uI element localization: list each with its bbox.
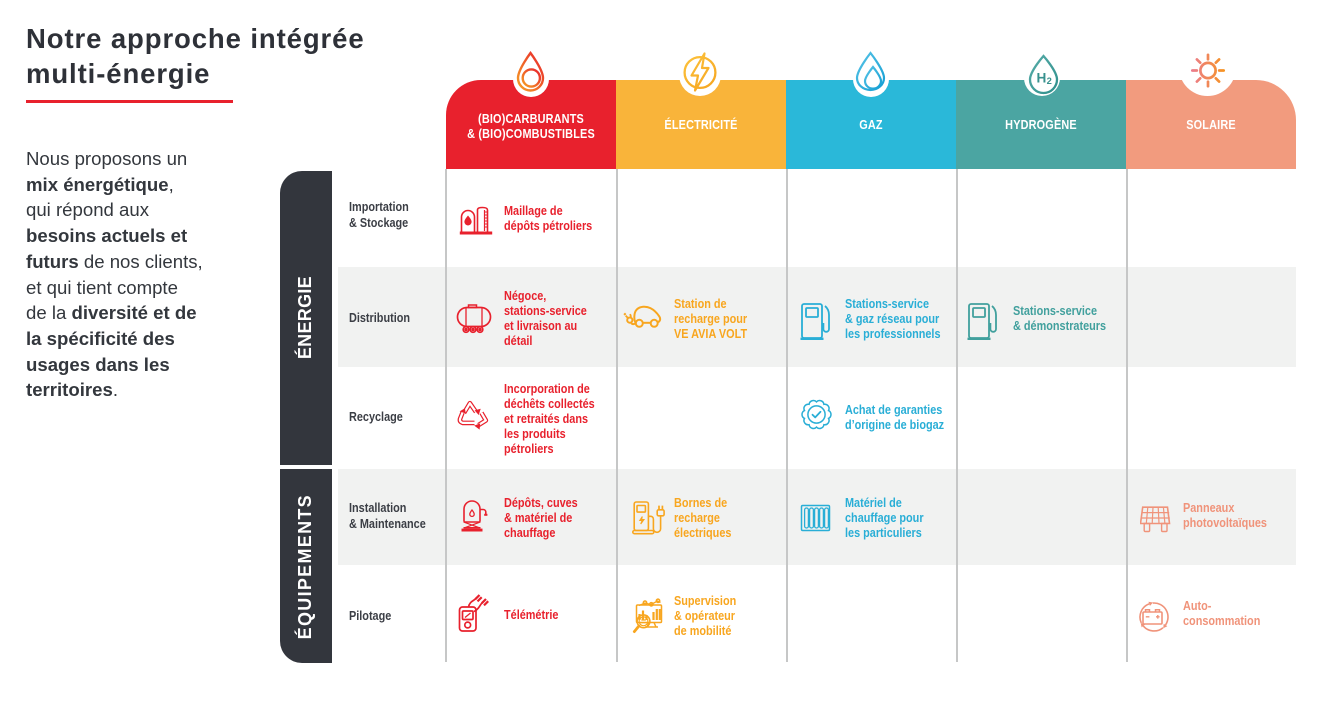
svg-text:H: H	[1036, 71, 1046, 86]
svg-text:2: 2	[1046, 75, 1051, 86]
